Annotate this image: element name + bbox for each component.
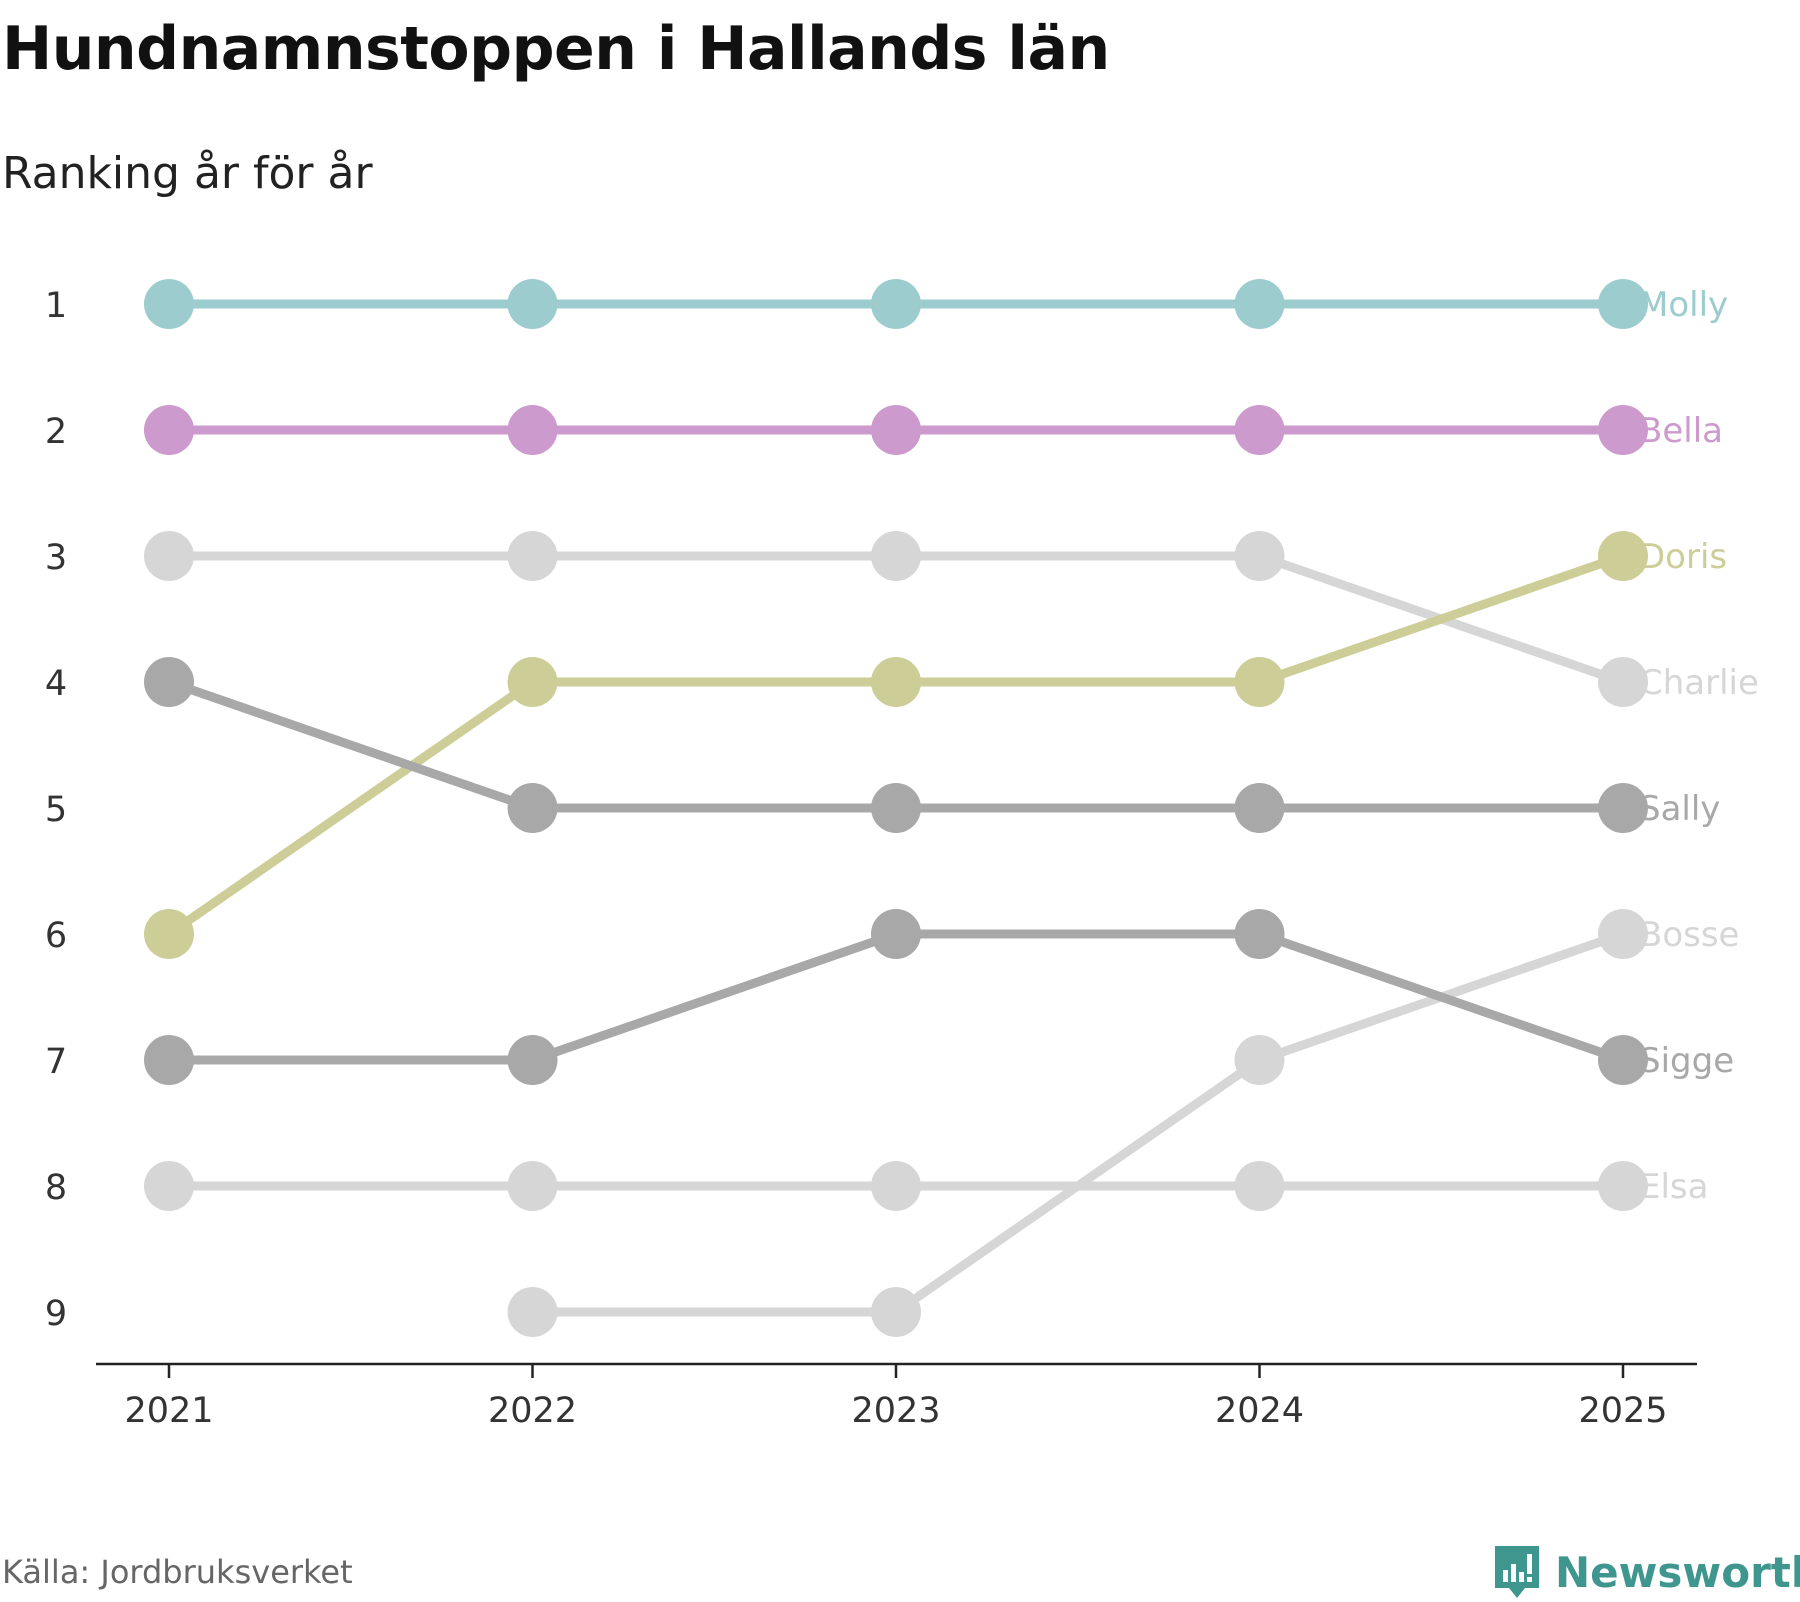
point-doris-2025 (1598, 531, 1648, 581)
point-charlie-2023 (871, 531, 921, 581)
point-doris-2024 (1234, 657, 1285, 707)
brand-name: Newsworthy (1555, 1547, 1800, 1597)
point-elsa-2024 (1234, 1161, 1285, 1211)
y-tick-label: 6 (45, 916, 67, 956)
point-molly-2023 (871, 279, 921, 329)
point-bosse-2024 (1234, 1035, 1285, 1085)
point-charlie-2022 (507, 531, 558, 581)
brand-logo: Newsworthy (1493, 1542, 1800, 1602)
point-bella-2021 (144, 405, 194, 455)
series-label-molly: Molly (1639, 285, 1728, 325)
x-tick-label: 2025 (1578, 1391, 1667, 1431)
series-label-sigge: Sigge (1639, 1041, 1734, 1081)
x-tick-label: 2024 (1215, 1391, 1304, 1431)
point-molly-2022 (507, 279, 558, 329)
point-bella-2022 (507, 405, 558, 455)
series-line-doris (164, 551, 1628, 939)
point-sally-2025 (1598, 783, 1648, 833)
point-sigge-2024 (1234, 909, 1285, 959)
y-tick-label: 1 (45, 286, 67, 326)
point-sigge-2023 (871, 909, 921, 959)
series-label-doris: Doris (1639, 537, 1727, 577)
point-charlie-2021 (144, 531, 194, 581)
series-label-charlie: Charlie (1639, 663, 1759, 703)
bar-chart-speech-bubble-icon (1495, 1546, 1539, 1598)
source-note: Källa: Jordbruksverket (2, 1553, 353, 1591)
point-doris-2021 (144, 909, 194, 959)
point-sigge-2022 (507, 1035, 558, 1085)
point-charlie-2024 (1234, 531, 1285, 581)
point-molly-2021 (144, 279, 194, 329)
series-label-bosse: Bosse (1639, 915, 1739, 955)
point-bosse-2022 (507, 1287, 558, 1337)
series-line-bosse (528, 929, 1628, 1317)
point-bella-2025 (1598, 405, 1648, 455)
y-tick-label: 8 (45, 1168, 67, 1208)
x-axis: 2021 2022 2023 2024 2025 (96, 1362, 1697, 1431)
point-bella-2023 (871, 405, 921, 455)
point-doris-2022 (507, 657, 558, 707)
point-sally-2022 (507, 783, 558, 833)
series-label-elsa: Elsa (1639, 1167, 1708, 1207)
point-sigge-2025 (1598, 1035, 1648, 1085)
y-tick-label: 2 (45, 412, 67, 452)
point-bosse-2025 (1598, 909, 1648, 959)
point-molly-2024 (1234, 279, 1285, 329)
series-label-sally: Sally (1639, 789, 1720, 829)
point-elsa-2025 (1598, 1161, 1648, 1211)
x-tick-label: 2021 (124, 1391, 213, 1431)
point-sally-2021 (144, 657, 194, 707)
series-label-bella: Bella (1639, 411, 1723, 451)
series-group: Molly Bella Charlie Doris Sally Bosse Sigge Els… (144, 279, 1759, 1337)
point-doris-2023 (871, 657, 921, 707)
y-axis-ticks: 1 2 3 4 5 6 7 8 9 (45, 286, 67, 1334)
y-tick-label: 4 (45, 664, 67, 704)
point-molly-2025 (1598, 279, 1648, 329)
x-tick-label: 2023 (851, 1391, 940, 1431)
chart-title: Hundnamnstoppen i Hallands län (2, 14, 1110, 84)
point-elsa-2023 (871, 1161, 921, 1211)
point-bosse-2023 (871, 1287, 921, 1337)
y-tick-label: 3 (45, 538, 67, 578)
point-elsa-2022 (507, 1161, 558, 1211)
point-charlie-2025 (1598, 657, 1648, 707)
point-sally-2024 (1234, 783, 1285, 833)
point-bella-2024 (1234, 405, 1285, 455)
point-sally-2023 (871, 783, 921, 833)
y-tick-label: 9 (45, 1294, 67, 1334)
chart-subtitle: Ranking år för år (2, 148, 373, 199)
x-tick-label: 2022 (488, 1391, 577, 1431)
y-tick-label: 7 (45, 1042, 67, 1082)
point-elsa-2021 (144, 1161, 194, 1211)
y-tick-label: 5 (45, 790, 67, 830)
point-sigge-2021 (144, 1035, 194, 1085)
